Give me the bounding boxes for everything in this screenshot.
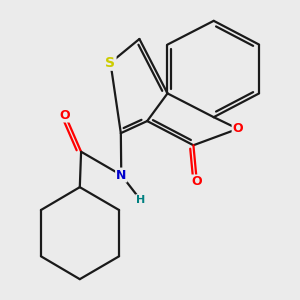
Text: S: S [106,56,116,70]
Text: H: H [136,195,145,205]
Text: O: O [232,122,243,135]
Text: O: O [60,109,70,122]
Text: O: O [192,176,202,188]
Text: N: N [116,169,127,182]
